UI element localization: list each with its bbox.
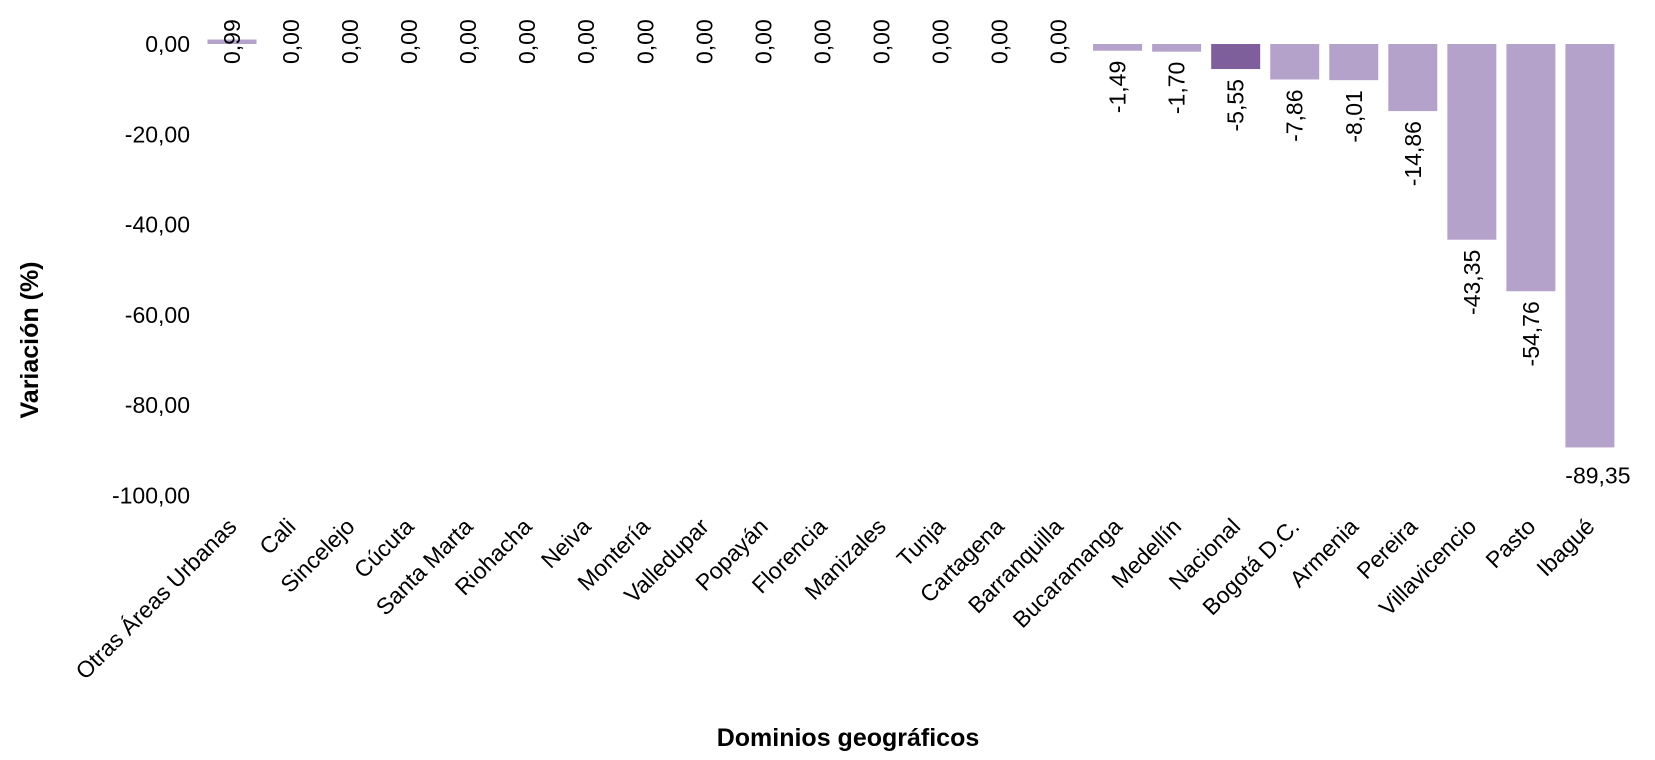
x-axis-category-labels: Otras Áreas Urbanas CaliSincelejoCúcutaSa… [70, 513, 1599, 684]
data-label: 0,00 [809, 19, 835, 64]
category-label: Cali [254, 513, 300, 559]
data-labels: 0,99 0,00 0,00 0,00 0,00 0,00 0,00 0,00 0,00 0,00… [219, 19, 1631, 488]
y-axis-title: Variación (%) [16, 262, 44, 419]
y-tick-label: -100,00 [112, 483, 190, 509]
data-label: 0,00 [927, 19, 953, 64]
bar [1506, 44, 1556, 292]
data-label: -54,76 [1518, 301, 1544, 366]
x-axis-title: Dominios geográficos [717, 724, 980, 752]
y-tick-label: 0,00 [145, 31, 190, 57]
bar [1447, 44, 1497, 240]
data-label: 0,00 [987, 19, 1013, 64]
bar [1329, 44, 1379, 81]
data-label: 0,00 [396, 19, 422, 64]
bar [1270, 44, 1320, 80]
category-label: Ibagué [1531, 513, 1599, 581]
data-label: -14,86 [1400, 121, 1426, 186]
data-label: 0,00 [278, 19, 304, 64]
data-label: 0,00 [691, 19, 717, 64]
data-label: -1,49 [1105, 61, 1131, 113]
data-label: 0,00 [1046, 19, 1072, 64]
data-label: 0,99 [219, 19, 245, 64]
y-tick-label: -20,00 [125, 121, 190, 147]
data-label: -1,70 [1164, 62, 1190, 114]
data-label: -89,35 [1565, 462, 1630, 488]
y-tick-label: -60,00 [125, 302, 190, 328]
bar [1093, 44, 1143, 51]
y-tick-label: -80,00 [125, 392, 190, 418]
data-label: 0,00 [337, 19, 363, 64]
bar [1565, 44, 1615, 448]
data-label: 0,00 [455, 19, 481, 64]
y-axis-ticks: 0,00 -20,00 -40,00 -60,00 -80,00 -100,00 [112, 31, 190, 509]
data-label: -5,55 [1223, 79, 1249, 131]
bar [1211, 44, 1261, 70]
bars [207, 39, 1615, 448]
category-label: Otras Áreas Urbanas [70, 513, 241, 684]
data-label: 0,00 [573, 19, 599, 64]
y-tick-label: -40,00 [125, 212, 190, 238]
data-label: -8,01 [1341, 90, 1367, 142]
data-label: 0,00 [868, 19, 894, 64]
data-label: 0,00 [514, 19, 540, 64]
data-label: 0,00 [750, 19, 776, 64]
bar [207, 39, 257, 44]
data-label: -43,35 [1459, 250, 1485, 315]
data-label: -7,86 [1282, 89, 1308, 141]
data-label: 0,00 [632, 19, 658, 64]
bar [1152, 44, 1202, 52]
bar [1388, 44, 1438, 112]
